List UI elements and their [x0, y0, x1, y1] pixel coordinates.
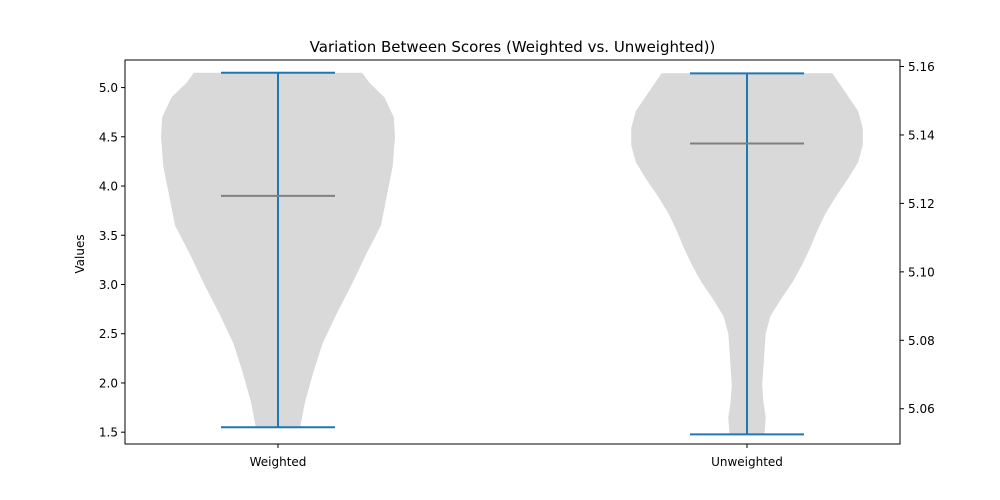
x-tick-label: Unweighted: [711, 455, 783, 469]
y-right-tick-label: 5.10: [908, 265, 935, 279]
axes-layer: 1.5 2.0 2.5 3.0 3.5 4.0 4.5 5.0 5.06 5.08 5.10 5.12…: [99, 60, 935, 469]
y-left-tick-label: 2.5: [99, 327, 118, 341]
y-right-tick-label: 5.16: [908, 60, 935, 74]
violin-layer: [161, 71, 863, 436]
y-left-tick-label: 4.5: [99, 130, 118, 144]
y-right-tick-label: 5.12: [908, 197, 935, 211]
chart-title: Variation Between Scores (Weighted vs. U…: [310, 38, 716, 56]
y-left-tick-label: 4.0: [99, 180, 118, 194]
y-right-tick-label: 5.14: [908, 128, 935, 142]
y-right-tick-label: 5.06: [908, 402, 935, 416]
y-right-tick-label: 5.08: [908, 334, 935, 348]
y-left-tick-label: 2.0: [99, 376, 118, 390]
y-left-tick-label: 3.5: [99, 229, 118, 243]
y-axis-label: Values: [73, 234, 87, 273]
x-tick-label: Weighted: [250, 455, 307, 469]
y-left-tick-label: 5.0: [99, 81, 118, 95]
y-left-tick-label: 1.5: [99, 426, 118, 440]
y-left-tick-label: 3.0: [99, 278, 118, 292]
plot-area-frame: [124, 59, 901, 445]
